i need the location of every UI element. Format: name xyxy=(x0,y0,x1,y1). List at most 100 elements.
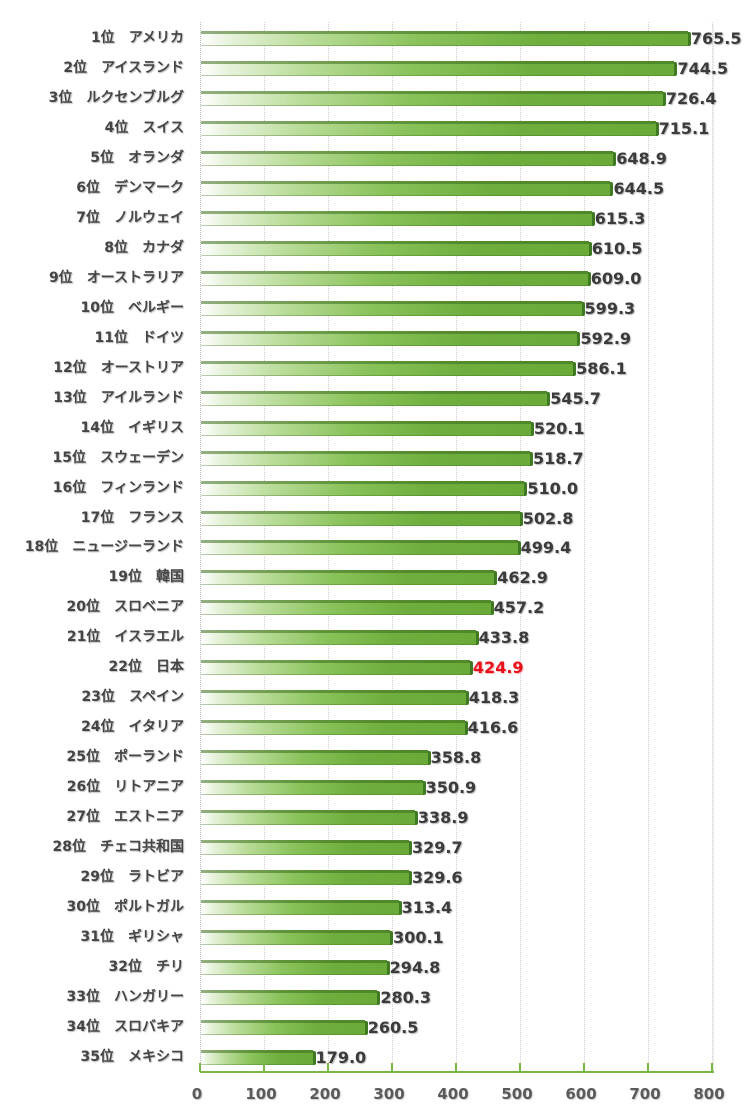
x-axis-tick-label: 100 xyxy=(245,1085,277,1103)
value-label: 615.3 xyxy=(594,208,646,228)
rank-label: 31位 xyxy=(80,929,114,946)
x-axis-tick xyxy=(647,1063,649,1072)
x-axis-tick-label: 600 xyxy=(565,1085,597,1103)
rank-label: 19位 xyxy=(108,569,142,586)
bar xyxy=(201,180,614,196)
category-label: 4位 スイス xyxy=(0,118,184,138)
category-label: 26位 リトアニア xyxy=(0,777,184,797)
value-label: 499.4 xyxy=(520,538,572,558)
value-label: 599.3 xyxy=(584,298,636,318)
category-label: 22位 日本 xyxy=(0,657,184,677)
country-name: チリ xyxy=(156,959,184,976)
country-name: スペイン xyxy=(128,689,184,706)
category-label: 29位 ラトビア xyxy=(0,867,184,887)
rank-label: 35位 xyxy=(80,1048,114,1065)
category-label: 12位 オーストリア xyxy=(0,358,184,378)
category-label: 3位 ルクセンブルグ xyxy=(0,88,184,108)
rank-label: 27位 xyxy=(66,809,100,826)
rank-label: 30位 xyxy=(66,899,100,916)
value-label: 715.1 xyxy=(658,118,710,138)
rank-label: 13位 xyxy=(53,389,87,406)
country-name: 日本 xyxy=(156,659,184,676)
category-label: 25位 ポーランド xyxy=(0,747,184,767)
value-label: 510.0 xyxy=(527,478,578,498)
value-label: 592.9 xyxy=(580,328,632,348)
rank-label: 25位 xyxy=(66,749,100,766)
country-name: ポルトガル xyxy=(114,899,184,916)
bar xyxy=(201,450,533,466)
bar xyxy=(201,660,473,676)
value-label: 338.9 xyxy=(417,808,469,828)
gridline xyxy=(712,22,713,1071)
rank-label: 17位 xyxy=(80,509,115,526)
bar xyxy=(201,630,479,646)
category-label: 9位 オーストラリア xyxy=(0,268,184,288)
value-label: 280.3 xyxy=(380,988,431,1008)
value-label: 457.2 xyxy=(493,598,545,618)
rank-label: 34位 xyxy=(66,1019,100,1035)
x-axis-tick-label: 200 xyxy=(309,1085,341,1103)
x-axis-tick xyxy=(391,1063,393,1072)
country-name: アイルランド xyxy=(100,389,184,406)
rank-label: 16位 xyxy=(52,479,87,496)
value-label: 744.5 xyxy=(677,58,729,78)
country-name: スイス xyxy=(142,119,184,136)
rank-label: 4位 xyxy=(104,119,129,136)
value-label: 462.9 xyxy=(497,568,548,588)
bar xyxy=(201,510,523,526)
bar xyxy=(201,840,412,856)
x-axis-tick xyxy=(583,1063,585,1072)
rank-label: 3位 xyxy=(48,89,73,106)
category-label: 31位 ギリシャ xyxy=(0,927,184,947)
x-axis-tick xyxy=(519,1063,521,1072)
country-name: ドイツ xyxy=(142,329,184,346)
value-label: 329.7 xyxy=(412,838,463,858)
bar xyxy=(201,420,534,436)
value-label: 648.9 xyxy=(616,148,667,168)
category-label: 24位 イタリア xyxy=(0,717,184,737)
value-label: 424.9 xyxy=(472,658,524,678)
rank-label: 33位 xyxy=(66,989,100,1006)
rank-label: 18位 xyxy=(24,539,59,556)
category-label: 7位 ノルウェイ xyxy=(0,208,184,228)
x-axis-tick-label: 300 xyxy=(373,1085,405,1103)
value-label: 502.8 xyxy=(522,508,574,528)
category-label: 21位 イスラエル xyxy=(0,627,184,647)
x-axis-tick-label: 0 xyxy=(191,1085,203,1103)
bar xyxy=(201,930,394,946)
gridline xyxy=(520,22,521,1071)
country-name: イスラエル xyxy=(114,629,184,646)
gridline xyxy=(200,22,201,1071)
bar xyxy=(201,720,468,736)
value-label: 350.9 xyxy=(425,778,477,798)
category-label: 6位 デンマーク xyxy=(0,178,184,198)
category-label: 23位 スペイン xyxy=(0,687,184,707)
category-label: 20位 スロベニア xyxy=(0,597,184,617)
rank-label: 26位 xyxy=(66,779,101,796)
gridline xyxy=(584,22,585,1071)
bar xyxy=(201,570,498,586)
bar xyxy=(201,270,591,286)
rank-label: 5位 xyxy=(90,149,114,166)
value-label: 586.1 xyxy=(576,358,627,378)
value-label: 313.4 xyxy=(401,898,453,918)
bar xyxy=(201,300,585,316)
bar xyxy=(201,870,412,886)
x-axis-tick-label: 700 xyxy=(629,1085,661,1103)
value-label: 329.6 xyxy=(411,868,463,888)
rank-label: 9位 xyxy=(48,269,73,286)
value-label: 260.5 xyxy=(367,1018,419,1037)
value-label: 294.8 xyxy=(389,958,441,978)
bar xyxy=(201,210,595,226)
rank-label: 23位 xyxy=(81,689,115,706)
bar xyxy=(201,150,617,166)
category-label: 16位 フィンランド xyxy=(0,478,184,498)
x-axis-line xyxy=(200,1071,714,1073)
value-label: 358.8 xyxy=(430,748,482,768)
value-label: 545.7 xyxy=(550,388,601,408)
value-label: 644.5 xyxy=(613,178,665,198)
value-label: 610.5 xyxy=(591,238,643,258)
country-name: イタリア xyxy=(128,719,184,736)
bar xyxy=(201,990,381,1006)
rank-label: 32位 xyxy=(108,959,142,976)
